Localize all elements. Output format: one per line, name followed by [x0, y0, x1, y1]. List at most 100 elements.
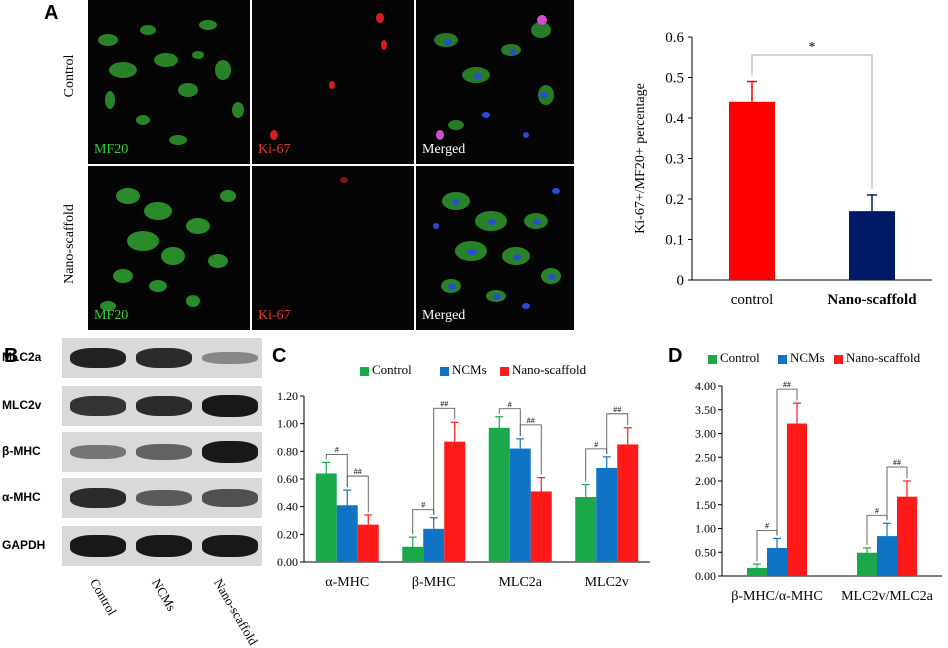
- y-tick-label: 0.6: [665, 30, 684, 46]
- significance-marker: #: [594, 440, 598, 449]
- bar: [336, 505, 358, 562]
- micrograph-nano-scaffold-mf20: MF20: [88, 166, 250, 330]
- bar: [617, 444, 639, 562]
- panel-letter-d: D: [668, 345, 683, 367]
- panel-letter-c: C: [272, 345, 287, 367]
- bar-control: [729, 101, 775, 280]
- significance-bracket: [433, 407, 456, 515]
- micrograph-control-ki67: Ki-67: [252, 0, 414, 164]
- y-tick-label: 1.20: [277, 389, 298, 403]
- bar: [575, 496, 597, 562]
- legend-item-control: Control: [360, 362, 412, 378]
- significance-marker: ##: [893, 458, 901, 467]
- legend-item-nano-scaffold: Nano-scaffold: [834, 350, 920, 366]
- blot-strip: [62, 338, 262, 378]
- bar: [857, 552, 877, 576]
- chart-c: 0.000.200.400.600.801.001.20###α-MHC###β…: [277, 389, 650, 590]
- bar: [767, 547, 787, 576]
- y-tick-label: 4.00: [695, 379, 716, 393]
- blot-row-label: β-MHC: [2, 444, 41, 458]
- y-tick-label: 0.5: [665, 71, 684, 87]
- blot-strip: [62, 478, 262, 518]
- y-axis-label: Ki-67+/MF20+ percentage: [633, 83, 648, 234]
- y-tick-label: 0.50: [695, 545, 716, 559]
- bar: [877, 536, 897, 576]
- legend-label: Control: [372, 362, 412, 377]
- x-tick-label: control: [731, 292, 774, 308]
- significance-bracket: [346, 475, 369, 512]
- y-tick-label: 0: [677, 273, 685, 289]
- blot-strip: [62, 432, 262, 472]
- blot-row-label: MLC2v: [2, 398, 42, 412]
- micrograph-nano-scaffold-merged: Merged: [416, 166, 574, 330]
- blot-lane-label: Nano-scaffold: [211, 576, 262, 648]
- legend-swatch: [500, 366, 509, 376]
- micrograph-nano-scaffold-ki67: Ki-67: [252, 166, 414, 330]
- legend-item-nano-scaffold: Nano-scaffold: [500, 362, 586, 378]
- blot-row-label: α-MHC: [2, 490, 41, 504]
- micrograph-grid: MF20 Ki-67 Merged: [88, 0, 574, 330]
- bar: [444, 441, 466, 562]
- blot-band: [70, 535, 126, 557]
- panel-letter-b: B: [4, 345, 19, 367]
- bar: [423, 528, 445, 562]
- panel-letter-a: A: [44, 2, 59, 24]
- channel-label-merged: Merged: [422, 142, 466, 157]
- blot-strip: [62, 386, 262, 426]
- bar: [530, 491, 552, 562]
- micrograph-row-label-nano-scaffold: Nano-scaffold: [62, 204, 77, 284]
- significance-marker: ##: [783, 380, 791, 389]
- micrograph-row-label-control: Control: [62, 54, 77, 98]
- chart-c-legend: Control NCMs Nano-scaffold: [360, 362, 620, 380]
- channel-label-mf20: MF20: [94, 142, 129, 157]
- y-tick-label: 0.80: [277, 444, 298, 458]
- legend-item-ncms: NCMs: [440, 362, 487, 378]
- y-tick-label: 0.00: [695, 569, 716, 583]
- blot-band: [202, 535, 258, 557]
- bar: [488, 427, 510, 562]
- y-tick-label: 1.50: [695, 498, 716, 512]
- blot-band: [136, 396, 192, 416]
- blot-band: [202, 395, 258, 417]
- legend-label: Nano-scaffold: [846, 350, 921, 365]
- chart-d: 0.000.501.001.502.002.503.003.504.00###β…: [695, 379, 942, 604]
- significance-marker: #: [508, 400, 512, 409]
- blot-band: [70, 347, 126, 369]
- ki67-nuclei-image: [270, 13, 387, 140]
- blot-strip: [62, 526, 262, 566]
- significance-bracket: [886, 466, 908, 521]
- y-tick-label: 0.40: [277, 500, 298, 514]
- blot-band: [70, 396, 126, 416]
- x-tick-label: MLC2v/MLC2a: [841, 589, 934, 604]
- blot-band: [136, 348, 192, 368]
- legend-label: NCMs: [452, 362, 487, 377]
- legend-swatch: [708, 354, 717, 364]
- blot-lane-label: Control: [87, 576, 120, 618]
- blot-band: [70, 488, 126, 508]
- legend-item-ncms: NCMs: [778, 350, 825, 366]
- bar: [315, 473, 337, 562]
- bar: [596, 467, 618, 562]
- x-tick-label: Nano-scaffold: [827, 292, 917, 308]
- bar: [747, 567, 767, 576]
- significance-bracket: [776, 388, 798, 536]
- mf20-cells-image: [100, 188, 236, 311]
- y-tick-label: 0.00: [277, 555, 298, 569]
- x-tick-label: β-MHC/α-MHC: [731, 589, 822, 604]
- y-tick-label: 2.50: [695, 450, 716, 464]
- bar: [897, 496, 917, 576]
- merged-image: [434, 15, 554, 140]
- y-tick-label: 3.00: [695, 427, 716, 441]
- y-tick-label: 0.3: [665, 152, 684, 168]
- significance-marker: #: [765, 521, 769, 530]
- x-tick-label: MLC2a: [498, 575, 542, 590]
- legend-swatch: [440, 366, 449, 376]
- significance-marker: #: [421, 501, 425, 510]
- blot-band: [70, 444, 126, 460]
- significance-bracket: [751, 54, 873, 189]
- blot-band: [136, 444, 192, 460]
- merged-image: [433, 188, 561, 309]
- legend-item-control: Control: [708, 350, 760, 366]
- bar: [357, 524, 379, 562]
- bar: [787, 423, 807, 576]
